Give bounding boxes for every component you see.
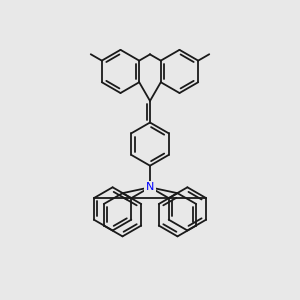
Text: N: N xyxy=(146,182,154,192)
